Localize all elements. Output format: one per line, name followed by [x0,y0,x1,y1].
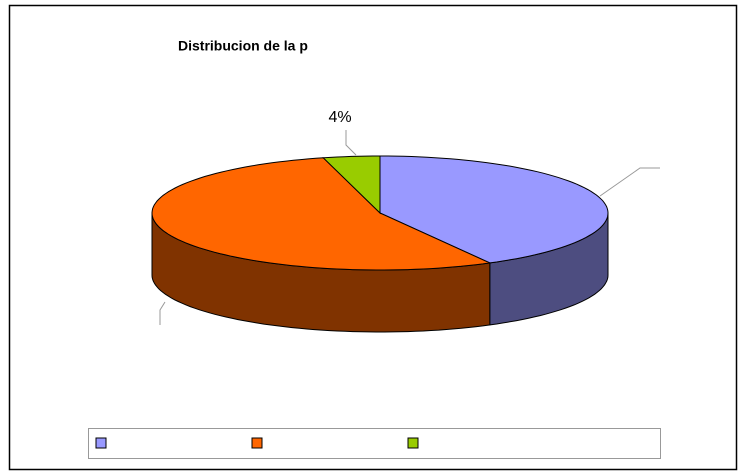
slice [379,155,609,264]
slice [151,157,492,271]
pie [151,155,609,333]
legend [88,428,661,459]
legend-items [95,437,419,449]
legend-swatch [407,437,419,449]
leader-line [599,167,660,197]
legend-swatch [251,437,263,449]
data-label: 4% [328,109,351,126]
slice [322,155,381,215]
leader-line [159,301,166,325]
leader-line [345,130,357,156]
chart-title: Distribucion de la p [178,38,308,54]
legend-swatch [95,437,107,449]
